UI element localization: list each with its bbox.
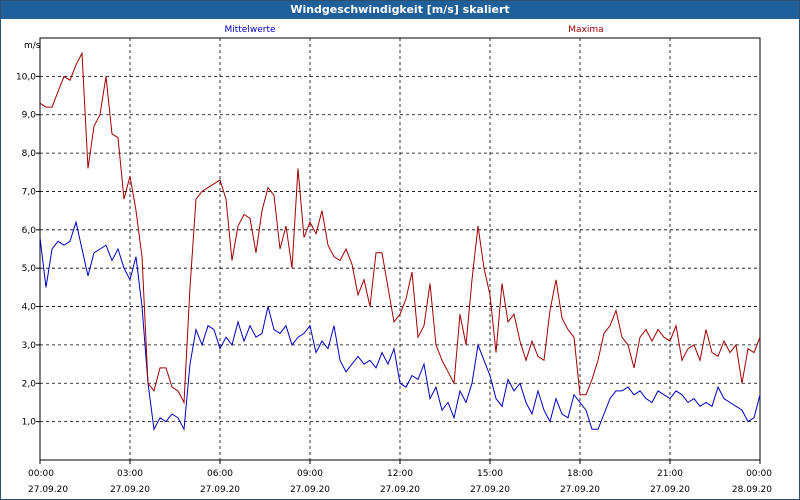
x-tick-label-date: 27.09.20 (470, 485, 510, 495)
legend-maxima: Maxima (568, 25, 603, 35)
y-axis-label: m/s (24, 41, 41, 51)
grid-layer (40, 38, 760, 460)
y-tick-label: 8,0 (22, 149, 37, 159)
x-tick-label-date: 27.09.20 (200, 485, 240, 495)
x-tick-label-time: 00:00 (28, 469, 54, 479)
x-tick-label-time: 15:00 (477, 469, 503, 479)
y-tick-label: 9,0 (22, 111, 37, 121)
x-tick-label-time: 09:00 (297, 469, 323, 479)
x-tick-label-date: 27.09.20 (650, 485, 690, 495)
x-tick-label-time: 06:00 (207, 469, 233, 479)
y-tick-label: 4,0 (22, 303, 37, 313)
x-tick-label-time: 18:00 (567, 469, 593, 479)
legend-mittelwerte: Mittelwerte (224, 25, 275, 35)
x-tick-label-time: 21:00 (657, 469, 683, 479)
y-tick-label: 6,0 (22, 226, 37, 236)
x-tick-label-date: 27.09.20 (380, 485, 420, 495)
x-tick-label-date: 27.09.20 (560, 485, 600, 495)
x-tick-label-date: 27.09.20 (290, 485, 330, 495)
y-tick-label: 3,0 (22, 341, 37, 351)
x-tick-label-time: 03:00 (117, 469, 143, 479)
y-tick-label: 2,0 (22, 379, 37, 389)
y-tick-label: 7,0 (22, 187, 37, 197)
series-line-mittelwerte (39, 220, 761, 432)
series-line-maxima (39, 51, 761, 405)
window-title: Windgeschwindigkeit [m/s] skaliert (1, 1, 799, 19)
y-tick-label: 1,0 (22, 418, 37, 428)
y-tick-label: 10,0 (16, 72, 36, 82)
x-tick-label-time: 12:00 (387, 469, 413, 479)
y-tick-label: 5,0 (22, 264, 37, 274)
x-tick-label-date: 27.09.20 (28, 485, 68, 495)
x-tick-label-date: 28.09.20 (732, 485, 772, 495)
series-layer (39, 51, 761, 432)
x-tick-label-time: 00:00 (746, 469, 772, 479)
x-tick-label-date: 27.09.20 (110, 485, 150, 495)
axis-layer (36, 37, 761, 464)
label-layer: 1,0 2,0 3,0 4,0 5,0 6,0 7,0 8,0 9,0 10,0 00:00 27.0… (16, 25, 772, 495)
